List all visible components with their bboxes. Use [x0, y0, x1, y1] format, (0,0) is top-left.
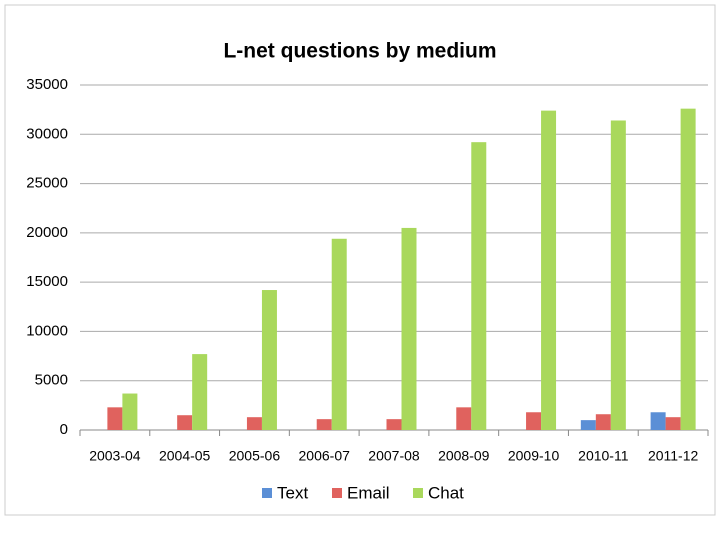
bar [386, 419, 402, 430]
legend-swatch [332, 488, 342, 498]
bar [580, 420, 596, 430]
y-tick-label: 0 [60, 421, 68, 438]
y-tick-label: 20000 [26, 224, 68, 241]
bar [665, 417, 681, 430]
bar [456, 407, 472, 430]
bar [680, 108, 696, 431]
bar [526, 412, 542, 430]
legend-swatch [413, 488, 423, 498]
bar [650, 412, 666, 430]
bar [316, 419, 332, 430]
legend-label: Email [347, 483, 390, 502]
bar [192, 354, 208, 430]
x-tick-label: 2003-04 [89, 448, 141, 464]
x-tick-label: 2005-06 [229, 448, 281, 464]
x-tick-label: 2006-07 [299, 448, 351, 464]
bar [261, 290, 277, 430]
chart-frame [4, 4, 716, 516]
y-tick-label: 25000 [26, 175, 68, 192]
bar [331, 238, 347, 430]
bar [595, 414, 611, 430]
y-tick-label: 10000 [26, 322, 68, 339]
x-tick-label: 2011-12 [648, 448, 699, 464]
legend-swatch [262, 488, 272, 498]
bar [107, 407, 123, 430]
legend-label: Chat [428, 483, 464, 502]
legend-label: Text [277, 483, 308, 502]
y-tick-label: 30000 [26, 125, 68, 142]
bar [401, 227, 417, 430]
bar [177, 415, 193, 430]
x-tick-label: 2004-05 [159, 448, 211, 464]
chart-title: L-net questions by medium [223, 40, 496, 63]
x-tick-label: 2007-08 [368, 448, 420, 464]
bar [541, 110, 557, 430]
x-tick-label: 2010-11 [578, 448, 629, 464]
bar [610, 120, 626, 430]
bar [471, 142, 487, 430]
x-tick-label: 2009-10 [508, 448, 560, 464]
y-tick-label: 5000 [35, 372, 68, 389]
bar [246, 417, 262, 430]
y-tick-label: 35000 [26, 76, 68, 93]
x-tick-label: 2008-09 [438, 448, 490, 464]
y-tick-label: 15000 [26, 273, 68, 290]
bar [122, 393, 138, 430]
